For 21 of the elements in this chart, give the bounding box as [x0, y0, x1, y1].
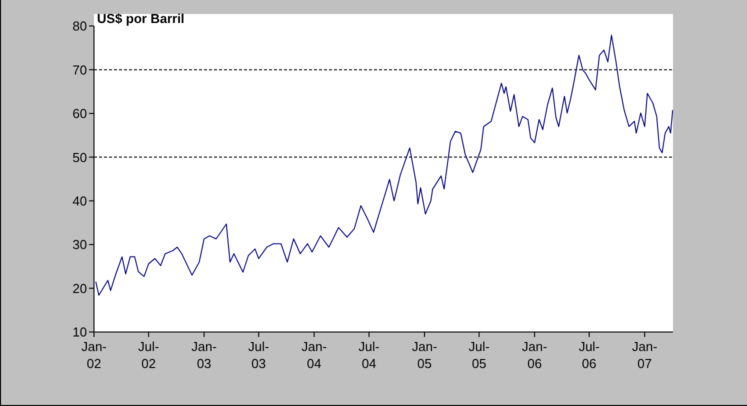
x-tick-label: Jan-03 [191, 339, 217, 371]
x-tick-label: Jan-07 [632, 339, 658, 371]
chart-title: US$ por Barril [97, 11, 184, 26]
y-tick-label: 70 [72, 62, 87, 78]
x-tick-label: Jan-05 [412, 339, 438, 371]
x-tick-label: Jul-05 [468, 339, 490, 371]
y-tick-label: 50 [72, 150, 87, 165]
y-tick-label: 60 [72, 106, 87, 122]
x-tick-label: Jul-04 [358, 339, 380, 371]
line-series [95, 34, 673, 296]
y-tick-label: 20 [72, 280, 87, 296]
x-tick-label: Jan-02 [81, 339, 107, 371]
x-tick-label: Jan-06 [522, 339, 548, 371]
y-tick-label: 80 [72, 18, 87, 34]
y-tick-label: 10 [72, 324, 87, 340]
y-tick-label: 30 [72, 237, 87, 252]
x-tick-label: Jan-04 [301, 339, 327, 371]
x-tick-label: Jul-06 [578, 339, 600, 371]
x-tick-label: Jul-02 [138, 339, 160, 371]
y-tick-label: 40 [72, 193, 87, 208]
x-tick-label: Jul-03 [248, 339, 270, 371]
